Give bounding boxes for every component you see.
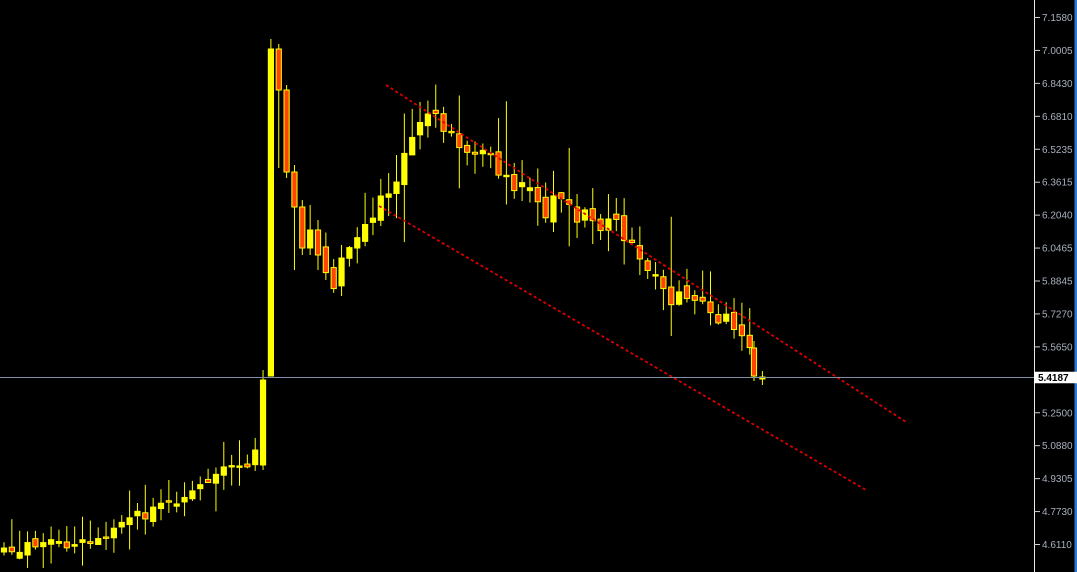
svg-text:4.7730: 4.7730: [1042, 507, 1073, 518]
svg-text:6.0465: 6.0465: [1042, 244, 1073, 255]
svg-text:5.2500: 5.2500: [1042, 408, 1073, 419]
svg-text:6.3615: 6.3615: [1042, 178, 1073, 189]
svg-text:5.4187: 5.4187: [1038, 373, 1069, 384]
svg-text:4.6110: 4.6110: [1042, 540, 1072, 551]
svg-text:7.0005: 7.0005: [1042, 46, 1073, 57]
svg-text:4.9305: 4.9305: [1042, 474, 1073, 485]
svg-text:5.0880: 5.0880: [1042, 441, 1073, 452]
svg-text:6.2040: 6.2040: [1042, 211, 1073, 222]
svg-text:7.1580: 7.1580: [1042, 13, 1073, 24]
svg-text:6.8430: 6.8430: [1042, 79, 1073, 90]
svg-text:5.8845: 5.8845: [1042, 277, 1073, 288]
svg-text:5.7270: 5.7270: [1042, 309, 1073, 320]
svg-text:6.5235: 6.5235: [1042, 145, 1073, 156]
svg-text:6.6810: 6.6810: [1042, 112, 1073, 123]
svg-text:5.5650: 5.5650: [1042, 342, 1073, 353]
